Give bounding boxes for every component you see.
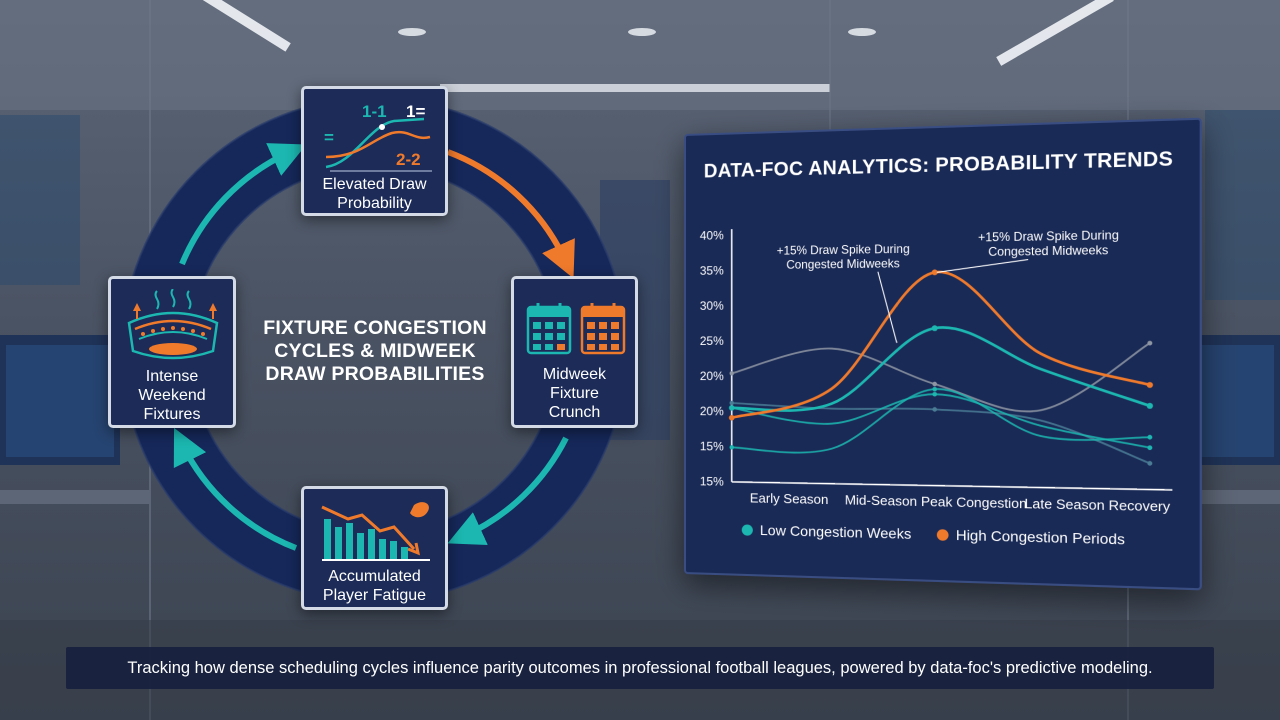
series-line <box>732 270 1150 422</box>
y-tick-label: 15% <box>700 439 724 453</box>
series-point <box>1147 340 1153 346</box>
y-tick-label: 30% <box>700 299 724 313</box>
svg-text:=: = <box>324 128 334 147</box>
fatigue-bar-icon <box>321 502 430 561</box>
y-tick-label: 20% <box>700 404 724 418</box>
node-label: Midweek Fixture Crunch <box>542 366 607 421</box>
svg-text:1-1: 1-1 <box>362 102 387 121</box>
analytics-panel-wrapper: DATA-FOC ANALYTICS: PROBABILITY TRENDS 4… <box>684 117 1202 591</box>
series-point <box>729 445 734 450</box>
node-accumulated-player-fatigue: Accumulated Player Fatigue <box>301 486 448 610</box>
series-point <box>931 325 938 332</box>
y-tick-label: 35% <box>700 263 724 277</box>
analytics-panel: DATA-FOC ANALYTICS: PROBABILITY TRENDS 4… <box>684 117 1204 591</box>
y-tick-label: 40% <box>700 228 724 243</box>
x-tick-label: Late Season Recovery <box>1025 496 1171 515</box>
y-tick-label: 20% <box>700 369 724 383</box>
series-line <box>732 388 1150 458</box>
caption-bar: Tracking how dense scheduling cycles inf… <box>66 647 1214 689</box>
stadium-icon <box>127 289 219 360</box>
series-point <box>1147 460 1153 466</box>
node-midweek-fixture-crunch: Midweek Fixture Crunch <box>511 276 638 428</box>
series-point <box>729 400 734 406</box>
x-tick-label: Early Season <box>750 490 829 507</box>
series-point <box>728 414 735 421</box>
node-label: Accumulated Player Fatigue <box>322 568 427 604</box>
series-point <box>1147 445 1153 451</box>
series-point <box>932 386 938 392</box>
series-line <box>732 343 1150 412</box>
series-point <box>932 391 938 397</box>
x-axis-line <box>732 482 1173 490</box>
probability-trend-chart: 40% 35% 30% 25% 20% 20% 15% 15% Early Season Mid-… <box>700 120 1204 515</box>
arrow-draw-to-midweek <box>446 149 575 279</box>
fixture-congestion-cycle: FIXTURE CONGESTION CYCLES & MIDWEEK DRAW… <box>108 86 638 610</box>
node-intense-weekend-fixtures: Intense Weekend Fixtures <box>108 276 236 428</box>
node-label: Elevated Draw Probability <box>322 176 427 212</box>
series-point <box>932 407 938 412</box>
node-label: Intense Weekend Fixtures <box>138 368 206 423</box>
scoreline-icon: 1-1 1= = 2-2 <box>324 102 432 172</box>
series-line <box>732 403 1150 463</box>
annotation-label: +15% Draw Spike DuringCongested Midweeks <box>777 243 910 271</box>
series-point <box>729 371 734 376</box>
legend-swatch-low <box>741 523 753 536</box>
arrow-fatigue-to-weekend <box>173 427 298 551</box>
series-point <box>728 405 735 411</box>
series-point <box>1146 381 1153 388</box>
series-point <box>932 381 938 387</box>
y-tick-label: 25% <box>700 334 724 348</box>
arrow-weekend-to-draw <box>179 143 307 266</box>
svg-text:1=: 1= <box>406 102 425 121</box>
calendar-icon <box>526 303 626 355</box>
series-point <box>931 269 938 276</box>
arrow-midweek-to-fatigue <box>447 436 569 545</box>
series-point <box>1146 402 1153 409</box>
node-elevated-draw-probability: 1-1 1= = 2-2 Elevated Draw Probability <box>301 86 448 216</box>
y-tick-label: 15% <box>700 474 724 489</box>
legend-swatch-high <box>936 528 949 541</box>
annotation-label: +15% Draw Spike DuringCongested Midweeks <box>978 230 1119 260</box>
annotation-leader <box>937 260 1028 273</box>
cycle-title: FIXTURE CONGESTION CYCLES & MIDWEEK DRAW… <box>263 317 487 385</box>
svg-text:2-2: 2-2 <box>396 150 421 169</box>
x-tick-label: Mid-Season Peak Congestion <box>845 492 1027 511</box>
series-point <box>1147 434 1153 440</box>
